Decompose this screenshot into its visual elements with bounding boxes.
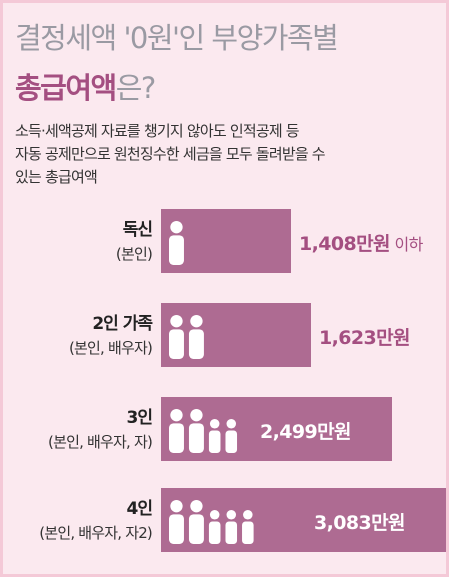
category-sublabel: (본인) [115, 245, 153, 263]
category-sublabel: (본인, 배우자, 자) [48, 433, 153, 451]
person-icon [188, 315, 204, 359]
person-icon [225, 419, 238, 453]
value-number: 2,499만원 [260, 421, 351, 443]
people-icon-group [169, 315, 204, 359]
people-icon-group [169, 409, 238, 453]
person-icon [208, 510, 221, 544]
value-label: 1,623만원 [319, 323, 410, 350]
person-icon [188, 409, 204, 453]
person-icon [169, 315, 184, 359]
value-number: 3,083만원 [314, 512, 405, 534]
people-icon-group [169, 500, 254, 544]
value-number: 1,408만원 [299, 233, 390, 255]
value-label: 3,083만원 [314, 508, 405, 535]
person-icon [169, 409, 184, 453]
title-highlight: 총급여액 [15, 71, 117, 105]
value-suffix: 이하 [389, 235, 423, 254]
category-label: 4인 [126, 499, 153, 519]
title-rest: 은? [115, 71, 157, 105]
person-icon [208, 510, 221, 544]
bar [161, 488, 446, 552]
title-line1: 결정세액 '0원'인 부양가족별 [15, 21, 339, 55]
person-icon [188, 500, 204, 544]
category-sublabel: (본인, 배우자, 자2) [39, 524, 153, 542]
person-icon [208, 419, 221, 453]
bar [161, 303, 311, 367]
category-sublabel: (본인, 배우자) [68, 339, 153, 357]
person-icon [188, 315, 204, 359]
person-icon [169, 221, 184, 265]
person-icon [169, 221, 184, 265]
value-label: 2,499만원 [260, 417, 351, 444]
category-label: 독신 [122, 220, 153, 240]
value-number: 1,623만원 [319, 327, 410, 349]
description: 소득·세액공제 자료를 챙기지 않아도 인적공제 등 자동 공제만으로 원천징수… [15, 120, 440, 189]
person-icon [169, 500, 184, 544]
value-label: 1,408만원 이하 [299, 229, 423, 256]
person-icon [169, 409, 184, 453]
title-line2: 총급여액은? [15, 65, 157, 107]
people-icon-group [169, 221, 184, 265]
person-icon [188, 409, 204, 453]
person-icon [225, 419, 238, 453]
category-label: 3인 [126, 408, 153, 428]
person-icon [188, 500, 204, 544]
person-icon [169, 500, 184, 544]
description-line: 자동 공제만으로 원천징수한 세금을 모두 돌려받을 수 [15, 145, 326, 163]
person-icon [242, 510, 254, 544]
description-line: 있는 총급여액 [15, 168, 98, 186]
category-label: 2인 가족 [92, 314, 153, 334]
person-icon [242, 510, 254, 544]
person-icon [208, 419, 221, 453]
description-line: 소득·세액공제 자료를 챙기지 않아도 인적공제 등 [15, 122, 300, 140]
person-icon [169, 315, 184, 359]
person-icon [225, 510, 238, 544]
person-icon [225, 510, 238, 544]
